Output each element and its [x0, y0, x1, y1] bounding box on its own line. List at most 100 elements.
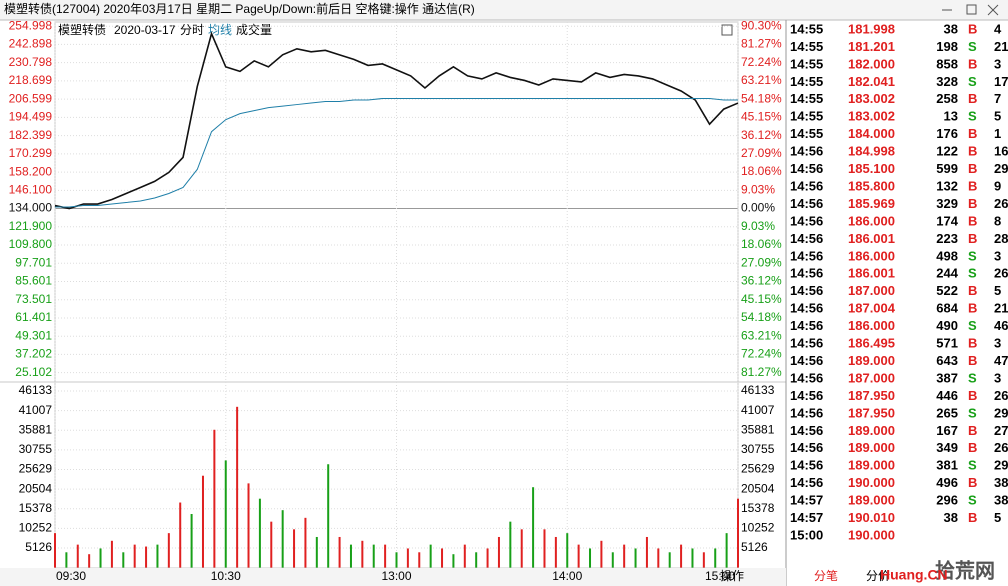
trade-time: 14:56 [790, 388, 823, 403]
trade-count: 29 [994, 405, 1008, 420]
y-tick-label: 170.299 [9, 146, 53, 160]
y-tick-label: 49.301 [15, 328, 52, 342]
trade-side: B [968, 126, 977, 141]
volume-bar [133, 544, 136, 568]
volume-bar [258, 498, 261, 568]
trade-volume: 13 [944, 109, 958, 124]
volume-bar [418, 552, 421, 568]
trade-side: S [968, 248, 977, 263]
panel-button[interactable] [721, 24, 733, 36]
trade-price: 186.495 [848, 336, 895, 351]
y-tick-label: 218.699 [9, 73, 53, 87]
trade-count: 47 [994, 353, 1008, 368]
trade-price: 189.000 [848, 353, 895, 368]
trade-time: 14:56 [790, 440, 823, 455]
y-tick-label: 97.701 [15, 255, 52, 269]
volume-bar [145, 546, 148, 568]
tab-price[interactable]: 分价 [866, 569, 890, 583]
volume-tick-label: 15378 [19, 501, 53, 515]
trade-price: 185.800 [848, 178, 895, 193]
trade-time: 14:56 [790, 213, 823, 228]
volume-bar [179, 502, 182, 568]
trade-side: S [968, 458, 977, 473]
trade-volume: 522 [936, 283, 958, 298]
trade-time: 14:56 [790, 423, 823, 438]
trade-side: B [968, 440, 977, 455]
y-tick-label: 109.800 [9, 237, 53, 251]
y-tick-label: 182.399 [9, 128, 53, 142]
volume-bar [304, 517, 307, 568]
watermark-sub: Huang.CN [880, 567, 948, 583]
volume-bar [190, 514, 193, 568]
volume-bar [99, 548, 102, 568]
trade-time: 14:56 [790, 266, 823, 281]
trade-price: 190.000 [848, 527, 895, 542]
trade-volume: 132 [936, 178, 958, 193]
volume-bar [577, 544, 580, 568]
volume-bar [725, 533, 728, 568]
volume-bar [657, 548, 660, 568]
trade-time: 14:57 [790, 493, 823, 508]
y2-tick-label: 18.06% [741, 237, 782, 251]
volume-bar [452, 554, 455, 568]
trade-count: 5 [994, 109, 1001, 124]
volume-tick-label: 41007 [19, 403, 53, 417]
trade-price: 183.002 [848, 91, 895, 106]
trade-price: 189.000 [848, 440, 895, 455]
volume-bar [634, 548, 637, 568]
y2-tick-label: 18.06% [741, 164, 782, 178]
volume-tick-label: 25629 [19, 462, 53, 476]
trade-price: 185.100 [848, 161, 895, 176]
volume-bar [441, 548, 444, 568]
y2-tick-label: 54.18% [741, 91, 782, 105]
trade-volume: 381 [936, 458, 958, 473]
volume-bar [293, 529, 296, 568]
series-line [55, 98, 738, 208]
trade-price: 186.000 [848, 318, 895, 333]
volume-bar [395, 552, 398, 568]
volume-bar [88, 554, 91, 568]
chart-mode: 分时 [180, 23, 204, 37]
x-tick-label: 14:00 [552, 569, 582, 583]
trade-price: 186.000 [848, 213, 895, 228]
trade-count: 3 [994, 56, 1001, 71]
trade-volume: 174 [936, 213, 958, 228]
y-tick-label: 242.898 [9, 37, 53, 51]
tab-operate[interactable]: 操作 [720, 568, 744, 583]
trade-price: 186.001 [848, 231, 895, 246]
trade-count: 9 [994, 178, 1001, 193]
window-buttons[interactable] [942, 4, 999, 16]
y-tick-label: 194.499 [9, 110, 53, 124]
volume-bar [110, 540, 113, 568]
volume-tick-label: 10252 [19, 521, 53, 535]
trade-volume: 684 [936, 301, 958, 316]
volume-bar [497, 536, 500, 568]
y-tick-label: 206.599 [9, 91, 53, 105]
x-tick-label: 13:00 [381, 569, 411, 583]
trade-time: 14:55 [790, 126, 823, 141]
volume-bar [201, 475, 204, 568]
tab-ticks[interactable]: 分笔 [814, 568, 838, 583]
trade-count: 7 [994, 91, 1001, 106]
y-tick-label: 146.100 [9, 182, 53, 196]
volume-bar [509, 521, 512, 568]
trade-count: 26 [994, 196, 1008, 211]
trade-volume: 122 [936, 144, 958, 159]
trade-volume: 599 [936, 161, 958, 176]
volume-bar [554, 536, 557, 568]
trade-side: S [968, 74, 977, 89]
y2-tick-label: 63.21% [741, 73, 782, 87]
volume-bar [532, 487, 535, 568]
trade-side: S [968, 39, 977, 54]
volume-tick-label: 5126 [25, 540, 52, 554]
trade-count: 8 [994, 213, 1001, 228]
trade-count: 5 [994, 283, 1001, 298]
trade-price: 189.000 [848, 458, 895, 473]
trade-volume: 490 [936, 318, 958, 333]
volume-bar [737, 498, 739, 568]
trade-price: 187.004 [848, 301, 896, 316]
volume-bar [213, 429, 216, 568]
volume-bar [327, 464, 330, 568]
volume-tick-label: 20504 [19, 481, 53, 495]
trade-side: S [968, 493, 977, 508]
